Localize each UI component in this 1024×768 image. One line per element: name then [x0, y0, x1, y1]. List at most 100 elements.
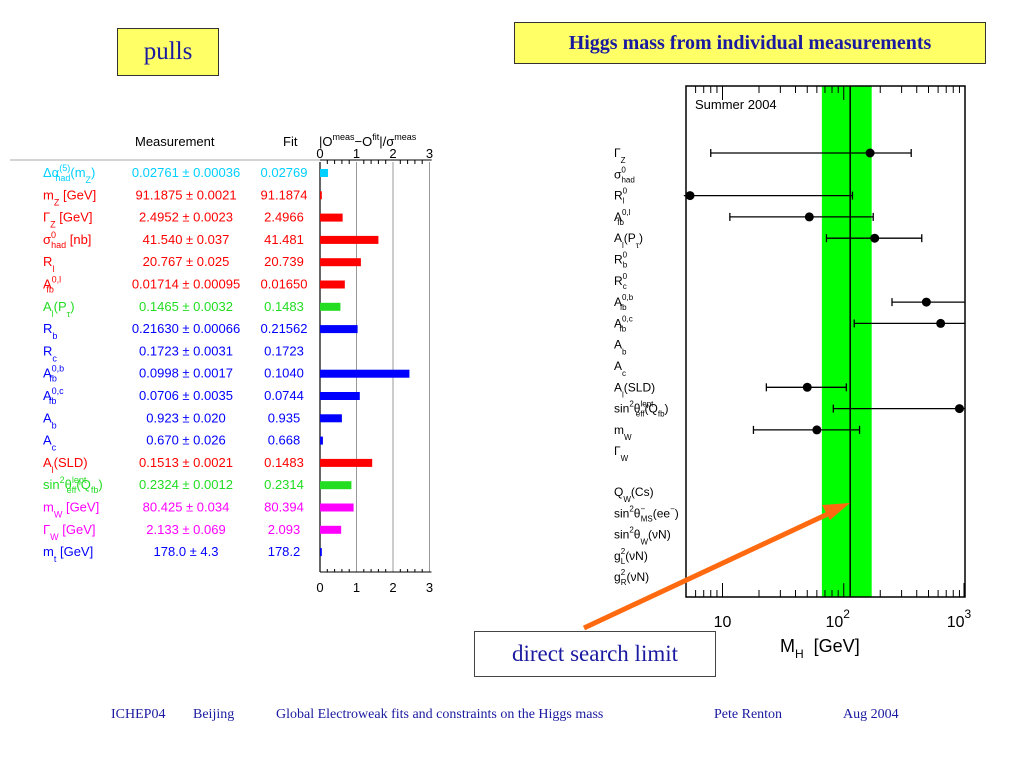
higgs-point — [765, 382, 847, 392]
row-label: Ac​ — [43, 433, 57, 453]
header-pull: |Omeas−Ofit|/σmeas — [319, 132, 417, 149]
row-fit: 0.1483 — [264, 455, 304, 470]
higgs-extra-label: QW(Cs) — [614, 485, 654, 504]
higgs-row-label: ΓW​ — [614, 444, 629, 463]
pull-bar — [320, 436, 323, 445]
pull-tick-label-top: 2 — [389, 146, 396, 161]
pull-bar — [320, 369, 410, 378]
footer-conf: ICHEP04 — [111, 707, 166, 722]
pull-bar — [320, 548, 322, 557]
row-label: Δα(5) had(mZ) — [43, 163, 95, 185]
footer: ICHEP04 Beijing Global Electroweak fits … — [0, 707, 1024, 727]
higgs-point — [891, 297, 965, 307]
data-point — [802, 382, 812, 392]
pull-bar — [320, 191, 322, 200]
higgs-extra-label: sin2θW(νN) — [614, 526, 671, 547]
pull-row: ΓW​ [GeV] 2.133 ± 0.069 2.093 — [43, 522, 342, 542]
higgs-row-label: R0l​ — [614, 187, 628, 206]
row-measurement: 0.2324 ± 0.0012 — [139, 477, 233, 492]
row-fit: 0.1723 — [264, 343, 304, 358]
data-point — [921, 297, 931, 307]
pull-bar — [320, 213, 343, 222]
pull-row: Δα(5) had(mZ) 0.02761 ± 0.00036 0.02769 — [43, 163, 329, 185]
pull-row: A0,lfb​ 0.01714 ± 0.00095 0.01650 — [43, 275, 345, 295]
row-fit: 2.093 — [268, 522, 301, 537]
plot-frame — [685, 85, 966, 598]
pull-row: Al(Pτ) 0.1465 ± 0.0032 0.1483 — [43, 299, 341, 319]
footer-talk: Global Electroweak fits and constraints … — [276, 707, 604, 722]
row-fit: 0.1483 — [264, 299, 304, 314]
footer-author: Pete Renton — [714, 707, 783, 722]
row-fit: 41.481 — [264, 232, 304, 247]
row-label: A0,lfb​ — [43, 275, 61, 295]
row-label: Rb​ — [43, 321, 57, 341]
higgs-row-label: ΓZ​ — [614, 146, 626, 165]
header-fit: Fit — [283, 134, 298, 149]
row-measurement: 178.0 ± 4.3 — [154, 544, 219, 559]
pull-tick-label-top: 0 — [316, 146, 323, 161]
row-measurement: 0.0998 ± 0.0017 — [139, 366, 233, 381]
row-measurement: 0.1513 ± 0.0021 — [139, 455, 233, 470]
row-label: ΓZ​ [GeV] — [43, 210, 93, 230]
x-tick-label: 103 — [947, 607, 972, 631]
pulls-header: Measurement Fit |Omeas−Ofit|/σmeas — [135, 132, 417, 149]
row-label: ΓW​ [GeV] — [43, 522, 96, 542]
pull-row: A0,cfb​ 0.0706 ± 0.0035 0.0744 — [43, 386, 360, 406]
higgs-point — [729, 212, 874, 222]
header-measurement: Measurement — [135, 134, 215, 149]
higgs-point — [710, 148, 912, 158]
row-measurement: 0.21630 ± 0.00066 — [132, 321, 240, 336]
data-point — [865, 148, 875, 158]
pull-row: Ac​ 0.670 ± 0.026 0.668 — [43, 433, 323, 453]
row-fit: 0.1040 — [264, 366, 304, 381]
x-tick-label: 102 — [826, 607, 851, 631]
pull-row: Rc​ 0.1723 ± 0.0031 0.1723 — [43, 343, 304, 363]
higgs-extra-label: g2 R(νN) — [614, 568, 649, 587]
direct-search-limit-label: direct search limit — [474, 631, 716, 677]
pull-bar — [320, 280, 345, 289]
pull-bar — [320, 414, 342, 423]
pull-row: mW​ [GeV] 80.425 ± 0.034 80.394 — [43, 500, 354, 520]
data-point — [804, 212, 814, 222]
higgs-point — [832, 404, 965, 414]
row-fit: 0.0744 — [264, 388, 304, 403]
row-measurement: 0.670 ± 0.026 — [146, 433, 225, 448]
higgs-row-label: R0b​ — [614, 251, 628, 270]
row-fit: 0.01650 — [261, 277, 308, 292]
pull-row: Rb​ 0.21630 ± 0.00066 0.21562 — [43, 321, 358, 341]
row-measurement: 0.01714 ± 0.00095 — [132, 277, 240, 292]
pull-row: mZ​ [GeV] 91.1875 ± 0.0021 91.1874 — [43, 187, 322, 207]
pull-tick-label-bottom: 0 — [316, 580, 323, 595]
row-label: Rl​ — [43, 254, 54, 274]
pull-row: Al(SLD) 0.1513 ± 0.0021 0.1483 — [43, 455, 373, 475]
higgs-row-label: mW​ — [614, 423, 632, 442]
pull-tick-label-bottom: 3 — [426, 580, 433, 595]
row-label: mt​ [GeV] — [43, 544, 93, 564]
row-fit: 0.935 — [268, 410, 301, 425]
footer-city: Beijing — [193, 707, 235, 722]
row-fit: 0.02769 — [261, 165, 308, 180]
data-point — [685, 191, 695, 201]
row-label: mZ​ [GeV] — [43, 187, 96, 207]
higgs-row-label: A0,cfb​ — [614, 314, 633, 333]
higgs-row-label: R0c​ — [614, 272, 628, 291]
row-fit: 20.739 — [264, 254, 304, 269]
row-label: mW​ [GeV] — [43, 500, 99, 520]
pull-row: Rl​ 20.767 ± 0.025 20.739 — [43, 254, 361, 274]
higgs-extra-label: sin2θ− MS(ee−) — [614, 504, 679, 523]
higgs-point — [825, 233, 923, 243]
pull-row: mt​ [GeV] 178.0 ± 4.3 178.2 — [43, 544, 322, 564]
higgs-row-label: A0,lfb​ — [614, 208, 631, 227]
row-fit: 91.1874 — [261, 187, 308, 202]
row-measurement: 91.1875 ± 0.0021 — [135, 187, 236, 202]
pull-tick-label-bottom: 1 — [353, 580, 360, 595]
row-measurement: 80.425 ± 0.034 — [143, 500, 230, 515]
row-measurement: 0.1723 ± 0.0031 — [139, 343, 233, 358]
row-measurement: 20.767 ± 0.025 — [143, 254, 230, 269]
higgs-row-label: sin2θlept eff(Qfb) — [614, 400, 669, 419]
row-label: Ab​ — [43, 410, 57, 430]
